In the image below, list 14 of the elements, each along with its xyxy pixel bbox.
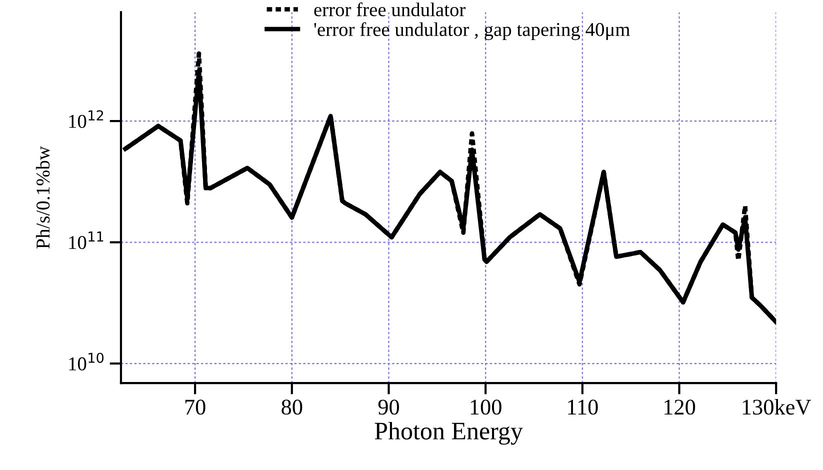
x-axis-title: Photon Energy [374, 422, 523, 445]
x-tick-label: 90 [378, 400, 399, 415]
x-tick-label: 130keV [742, 399, 812, 415]
legend-label: error free undulator [314, 2, 466, 16]
y-tick-label: 10$^{12}$ [69, 110, 104, 128]
y-tick-label: 10$^{11}$ [69, 232, 104, 250]
legend-label: 'error free undulator , gap tapering 40μm [314, 22, 630, 40]
x-tick-label: 70 [185, 400, 206, 415]
y-tick-label: 10$^{10}$ [69, 352, 104, 370]
x-tick-label: 110 [568, 400, 598, 415]
x-tick-label: 120 [664, 400, 696, 415]
x-tick-label: 100 [470, 400, 502, 415]
y-axis-title: Ph/s/0.1%bw [36, 146, 50, 249]
x-tick-label: 80 [282, 400, 302, 415]
